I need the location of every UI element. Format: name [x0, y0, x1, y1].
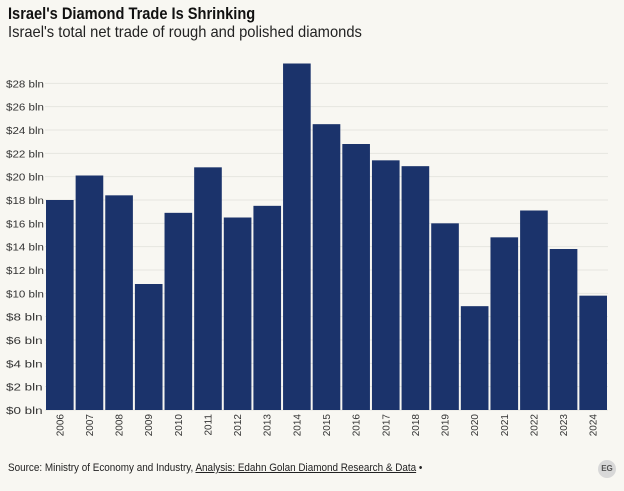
footer-bullet: • [416, 462, 423, 474]
bar-2017[interactable] [371, 160, 400, 410]
y-axis-tick-labels: $0 bln $2 bln $4 bln $6 bln $8 bln $10 bln $12… [6, 79, 44, 417]
source-footer: Source: Ministry of Economy and Industry… [8, 462, 422, 474]
y-tick-label: $8 bln [6, 313, 43, 324]
x-tick-label: 2007 [85, 414, 96, 437]
eg-logo-badge: EG [598, 460, 616, 478]
y-tick-label: $0 bln [6, 406, 43, 417]
y-tick-label: $4 bln [6, 359, 43, 370]
source-text: Source: Ministry of Economy and Industry… [8, 462, 196, 474]
y-tick-label: $16 bln [6, 219, 44, 230]
bar-2021[interactable] [490, 237, 519, 410]
bar-2015[interactable] [312, 124, 341, 411]
bar-2023[interactable] [549, 249, 578, 410]
x-tick-label: 2008 [115, 414, 126, 437]
bar-2024[interactable] [579, 295, 607, 410]
x-tick-label: 2024 [589, 414, 600, 437]
y-tick-label: $20 bln [6, 173, 44, 184]
x-tick-label: 2012 [233, 414, 244, 437]
bar-2008[interactable] [105, 195, 133, 410]
y-tick-label: $12 bln [6, 266, 44, 277]
bar-2018[interactable] [401, 166, 430, 410]
bar-2014[interactable] [283, 63, 311, 411]
y-tick-label: $22 bln [6, 149, 44, 160]
x-tick-label: 2013 [263, 414, 274, 437]
y-tick-label: $26 bln [6, 103, 44, 114]
x-axis-tick-labels: 2006 2007 2008 2009 2010 2011 2012 2013 2014 2015… [55, 414, 599, 437]
chart-subtitle: Israel's total net trade of rough and po… [8, 24, 362, 41]
bars [46, 63, 607, 411]
x-tick-label: 2019 [441, 414, 452, 437]
x-tick-label: 2010 [174, 414, 185, 437]
x-tick-label: 2021 [500, 414, 511, 437]
x-tick-label: 2014 [292, 414, 303, 437]
bar-2019[interactable] [431, 223, 459, 410]
x-tick-label: 2006 [55, 414, 66, 437]
x-tick-label: 2017 [381, 414, 392, 437]
x-tick-label: 2022 [529, 414, 540, 437]
analysis-link[interactable]: Analysis: Edahn Golan Diamond Research &… [195, 462, 417, 474]
x-tick-label: 2016 [352, 414, 363, 437]
x-tick-label: 2009 [144, 414, 155, 437]
x-tick-label: 2015 [322, 414, 333, 437]
y-tick-label: $24 bln [6, 126, 44, 137]
bar-2012[interactable] [223, 217, 252, 411]
y-tick-label: $6 bln [6, 336, 43, 347]
y-tick-label: $2 bln [6, 383, 43, 394]
y-tick-label: $28 bln [6, 79, 44, 90]
bar-2022[interactable] [520, 210, 548, 411]
x-tick-label: 2020 [470, 414, 481, 437]
bar-2016[interactable] [342, 144, 370, 410]
x-tick-label: 2018 [411, 414, 422, 437]
x-tick-label: 2011 [203, 414, 214, 436]
bar-2006[interactable] [46, 200, 74, 410]
chart-title: Israel's Diamond Trade Is Shrinking [8, 4, 256, 23]
bar-2011[interactable] [194, 167, 222, 410]
bar-2020[interactable] [460, 306, 489, 410]
y-tick-label: $18 bln [6, 196, 44, 207]
y-tick-label: $10 bln [6, 289, 44, 300]
y-tick-label: $14 bln [6, 243, 44, 254]
bar-2013[interactable] [253, 205, 282, 410]
bar-2007[interactable] [75, 175, 104, 411]
x-tick-label: 2023 [559, 414, 570, 437]
bar-2009[interactable] [134, 284, 163, 410]
bar-2010[interactable] [164, 212, 193, 410]
